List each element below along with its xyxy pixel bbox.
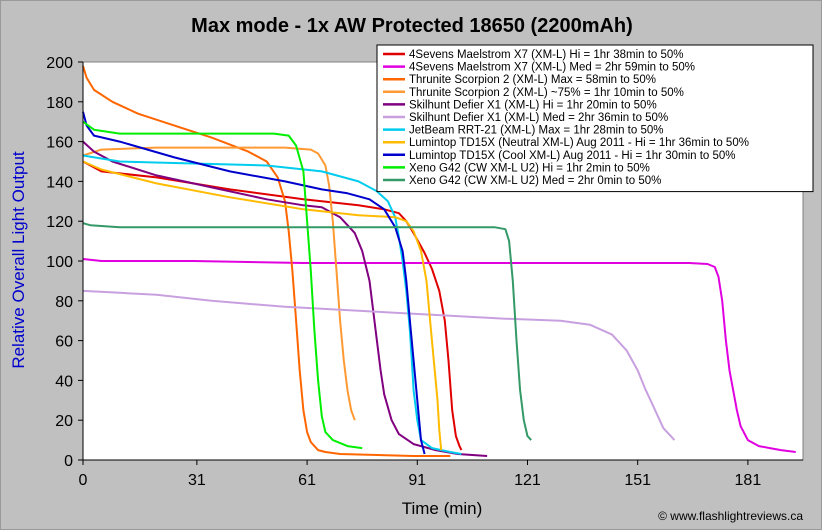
chart-title: Max mode - 1x AW Protected 18650 (2200mA… [191,15,633,37]
y-tick-label: 80 [55,294,73,311]
x-tick-label: 91 [408,472,426,489]
x-tick-label: 151 [624,472,651,489]
legend-item-label: Thrunite Scorpion 2 (XM-L) ~75% = 1hr 10… [409,87,684,99]
series-line-5 [82,140,488,457]
y-tick-label: 60 [55,334,73,351]
legend-item-label: 4Sevens Maelstrom X7 (XM-L) Med = 2hr 59… [409,62,695,74]
x-tick-label: 181 [735,472,762,489]
y-tick-label: 40 [55,373,73,390]
legend-item-label: Lumintop TD15X (Cool XM-L) Aug 2011 - Hi… [409,150,736,162]
legend-item-label: 4Sevens Maelstrom X7 (XM-L) Hi = 1hr 38m… [409,49,684,61]
legend-item-label: Lumintop TD15X (Neutral XM-L) Aug 2011 -… [409,137,749,149]
legend-box [376,44,814,193]
legend-item-label: JetBeam RRT-21 (XM-L) Max = 1hr 28min to… [409,125,663,137]
legend-item-label: Skilhunt Defier X1 (XM-L) Med = 2hr 36mi… [409,112,668,124]
legend-item-label: Skilhunt Defier X1 (XM-L) Hi = 1hr 20min… [409,99,657,111]
y-tick-label: 200 [46,55,73,72]
series-line-2 [82,258,796,453]
y-axis-label: Relative Overall Light Output [9,151,28,369]
legend-item-label: Xeno G42 (CW XM-L U2) Hi = 1hr 2min to 5… [409,162,650,174]
series-line-6 [82,289,676,441]
legend-item-label: Thrunite Scorpion 2 (XM-L) Max = 58min t… [409,74,656,86]
series-line-11 [82,222,532,441]
y-tick-label: 100 [46,254,73,271]
legend: 4Sevens Maelstrom X7 (XM-L) Hi = 1hr 38m… [376,44,814,193]
series-line-4 [82,146,356,421]
y-tick-label: 0 [64,453,73,470]
series-line-9 [82,111,426,455]
series-line-3 [82,65,451,457]
x-axis-label: Time (min) [402,499,483,518]
x-tick-label: 61 [298,472,316,489]
x-tick-label: 121 [514,472,541,489]
y-tick-label: 140 [46,174,73,191]
y-tick-label: 160 [46,135,73,152]
y-tick-label: 120 [46,214,73,231]
x-tick-label: 31 [188,472,206,489]
y-tick-label: 20 [55,413,73,430]
series-layer [82,65,796,457]
series-line-10 [82,120,363,450]
credit-text: © www.flashlightreviews.ca [658,509,803,523]
y-tick-label: 180 [46,95,73,112]
axis-layer: 0 20 40 60 80 100 120 140 160 180 200 0 31 61 91 121 151… [46,55,803,489]
legend-item-label: Xeno G42 (CW XM-L U2) Med = 2hr 0min to … [409,175,661,187]
x-tick-label: 0 [79,472,88,489]
